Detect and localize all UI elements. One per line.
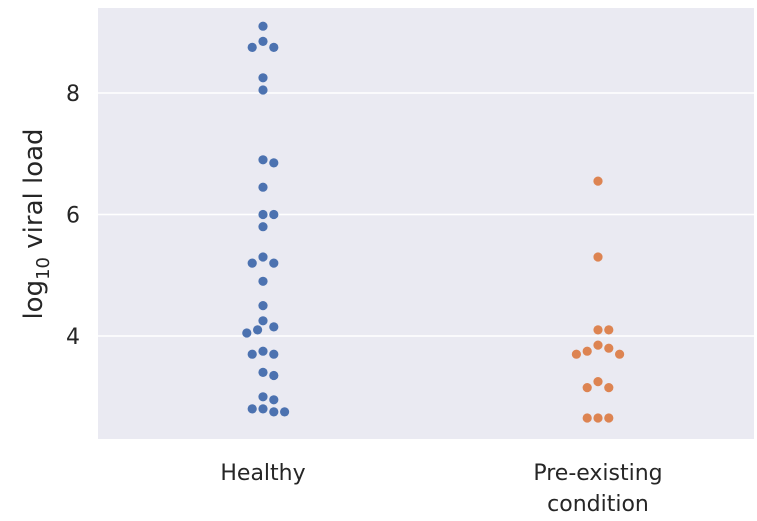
x-tick-label: Pre-existing condition — [533, 461, 662, 517]
data-point — [247, 349, 257, 359]
data-point — [604, 325, 614, 335]
data-point — [582, 383, 592, 393]
y-axis-label: log10 viral load — [19, 128, 54, 319]
data-point — [258, 85, 268, 95]
data-point — [593, 176, 603, 186]
data-point — [258, 182, 268, 192]
data-point — [269, 395, 279, 405]
data-point — [247, 42, 257, 53]
x-tick-label-line: Healthy — [220, 461, 305, 486]
data-point — [593, 413, 603, 423]
data-point — [604, 343, 614, 353]
data-point — [593, 252, 603, 262]
data-point — [593, 340, 603, 350]
data-point — [604, 383, 614, 393]
y-axis-label-rest: viral load — [19, 128, 49, 257]
data-point — [604, 413, 614, 423]
data-point — [269, 209, 279, 220]
y-axis-label-subscript: 10 — [33, 257, 54, 280]
data-point — [582, 413, 592, 423]
data-point — [258, 346, 268, 356]
data-point — [269, 349, 279, 359]
data-point — [258, 404, 268, 414]
y-tick-label: 8 — [66, 82, 80, 107]
data-point — [269, 42, 279, 53]
y-axis-label-base: log — [19, 280, 49, 320]
y-tick-label: 6 — [66, 204, 80, 229]
data-point — [258, 316, 268, 326]
data-point — [280, 407, 290, 417]
category-labels: Healthy Pre-existing condition — [220, 461, 662, 517]
data-point — [253, 325, 263, 335]
data-points — [242, 21, 625, 423]
data-point — [242, 328, 252, 338]
data-point — [582, 346, 592, 356]
x-tick-label-line: condition — [547, 492, 649, 517]
x-tick-label: Healthy — [220, 461, 305, 486]
data-point — [571, 349, 582, 359]
data-point — [258, 155, 268, 165]
data-point — [258, 222, 268, 232]
data-point — [258, 367, 268, 377]
data-point — [593, 325, 603, 335]
data-point — [269, 258, 279, 268]
y-tick-label: 4 — [66, 325, 80, 350]
data-point — [258, 209, 268, 220]
y-tick-labels: 4 6 8 — [66, 82, 80, 350]
data-point — [258, 392, 268, 402]
data-point — [269, 158, 279, 168]
x-tick-label-line: Pre-existing — [533, 461, 662, 486]
data-point — [258, 21, 268, 31]
data-point — [593, 377, 603, 387]
data-point — [258, 36, 268, 47]
data-point — [258, 73, 268, 83]
data-point — [269, 407, 279, 417]
data-point — [247, 258, 257, 268]
data-point — [258, 276, 268, 286]
data-point — [258, 252, 268, 262]
grid-lines — [98, 92, 754, 337]
data-point — [247, 404, 257, 414]
data-point — [615, 349, 625, 359]
data-point — [258, 301, 268, 311]
data-point — [269, 370, 279, 381]
data-point — [269, 322, 279, 332]
plot-background — [98, 8, 754, 439]
